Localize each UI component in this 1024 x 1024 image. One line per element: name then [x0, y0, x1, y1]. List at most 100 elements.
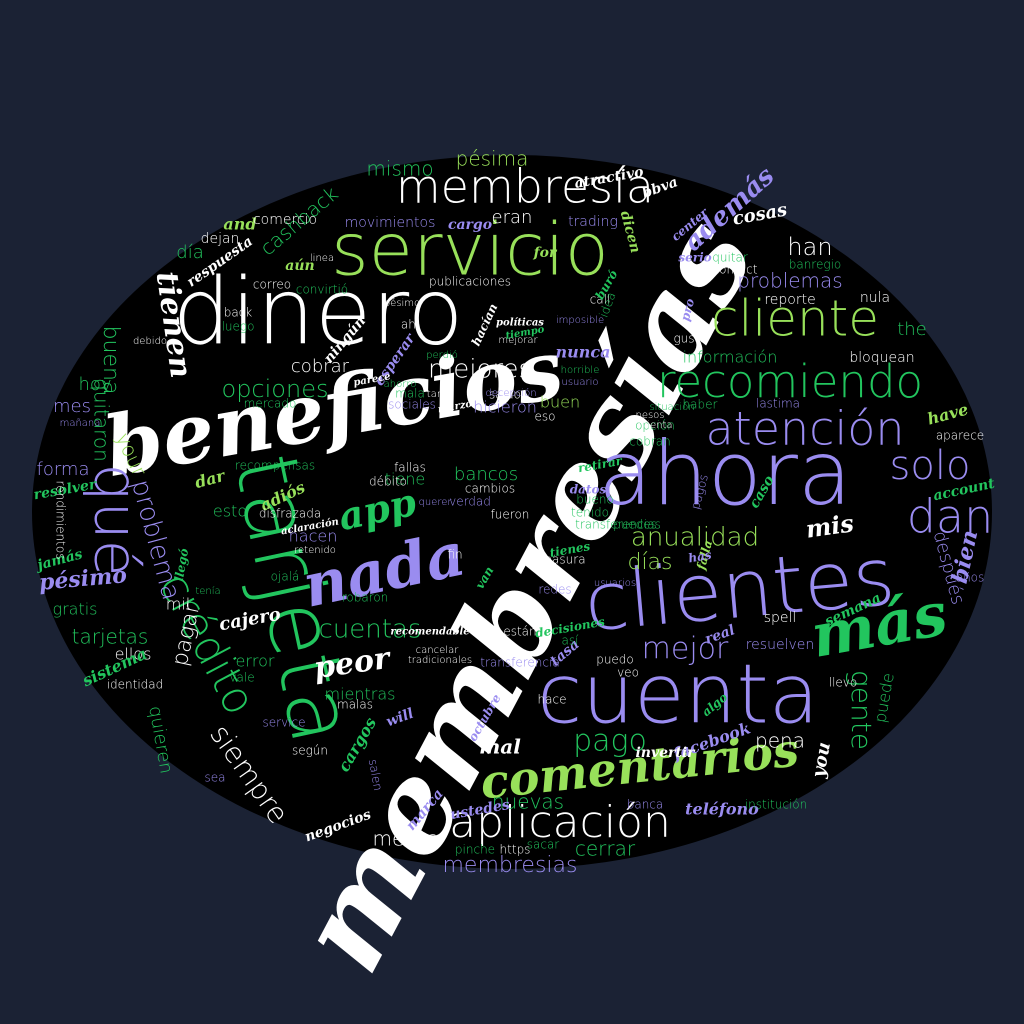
word: mal — [479, 735, 521, 759]
word: quitaron — [90, 378, 114, 462]
word: mienta — [637, 420, 672, 431]
word: opción — [635, 419, 675, 433]
word: mil — [166, 595, 190, 614]
word: información — [683, 348, 778, 367]
word: opciones — [222, 375, 329, 403]
word: comercio — [253, 212, 317, 228]
word: datos — [570, 483, 607, 497]
word: bloquean — [849, 350, 914, 366]
word: resuelven — [746, 637, 815, 653]
word: rendimientos — [54, 481, 68, 560]
word: fueron — [491, 508, 530, 522]
word: nula — [860, 290, 890, 306]
word: meses — [373, 827, 438, 851]
word: mejorar — [498, 335, 538, 346]
word: cancelar — [416, 645, 460, 656]
word: nunca — [555, 343, 610, 362]
word: buena — [98, 326, 123, 395]
word: tradicionales — [408, 655, 472, 666]
word: tanto — [427, 389, 453, 400]
word: servicio — [331, 208, 609, 292]
word: tenía — [195, 585, 220, 597]
word: mis — [804, 508, 856, 543]
word: basura — [544, 553, 585, 567]
word: mientras — [324, 685, 395, 704]
word: horrible — [561, 365, 600, 376]
word: tiene — [385, 470, 426, 489]
word: forma — [37, 459, 90, 480]
word: debido — [133, 336, 167, 347]
word: pesos — [635, 410, 664, 421]
word: cobran — [629, 435, 670, 449]
word: ahí — [401, 318, 420, 332]
word: for — [533, 245, 558, 261]
word: puedes — [613, 518, 657, 532]
cloud-ellipse — [32, 155, 992, 869]
word: qué — [81, 463, 151, 576]
word: recomendable — [390, 627, 469, 638]
word: cargo — [448, 217, 492, 233]
word: buen — [540, 393, 580, 412]
word: aún — [285, 258, 314, 274]
word: sea — [205, 771, 226, 785]
word: hacen — [289, 527, 338, 546]
word: sociales — [388, 398, 436, 412]
word: membresía — [396, 160, 654, 214]
word: quitar — [712, 251, 748, 265]
word: pago — [573, 724, 647, 759]
word: malas — [337, 698, 373, 712]
word: serio — [678, 251, 711, 265]
word: según — [292, 744, 328, 758]
word: situación — [649, 401, 694, 413]
word: pésimo — [384, 297, 420, 309]
word: atención — [705, 402, 904, 456]
word: invertir — [635, 745, 696, 761]
word: sacar — [527, 838, 560, 852]
word: cuentas — [319, 615, 422, 645]
word: cuenta — [537, 648, 819, 743]
word: institución — [745, 798, 807, 812]
word: mala — [395, 387, 425, 401]
word: convirtió — [296, 283, 348, 297]
word: cobrar — [291, 356, 350, 377]
word: mejores — [428, 355, 532, 385]
word: dinero — [173, 259, 464, 366]
word: membresias — [443, 853, 578, 878]
word: retenido — [294, 545, 336, 556]
word: linea — [310, 253, 334, 264]
word: error — [235, 652, 274, 671]
word: gratis — [52, 600, 97, 619]
word: disfrazada — [259, 507, 321, 521]
word: anualidad — [631, 523, 759, 553]
word: día — [176, 242, 203, 263]
word: pinche — [455, 843, 495, 857]
word: solo — [890, 443, 971, 489]
word: dan — [907, 490, 994, 544]
word: débito — [369, 475, 407, 489]
word: salen — [366, 758, 385, 792]
word: fallas — [394, 461, 426, 475]
word: luego — [222, 320, 255, 334]
word: verdad — [449, 495, 491, 509]
word: veo — [617, 666, 639, 680]
word: aplicación — [449, 797, 671, 848]
word: tarjetas — [72, 625, 149, 649]
word: usuario — [561, 377, 598, 388]
word: fin — [447, 548, 462, 562]
word: mañana — [60, 418, 101, 429]
word: haber — [683, 398, 718, 412]
word: usuarios — [594, 578, 636, 589]
word: recompensas — [235, 459, 315, 473]
word: están — [503, 625, 536, 639]
word: bueno — [576, 493, 614, 507]
word: correo — [253, 278, 291, 292]
word: cliente — [711, 290, 879, 348]
word: trading — [568, 214, 618, 230]
word: gusto — [673, 332, 706, 346]
word: publicaciones — [429, 275, 511, 289]
word: pésima — [456, 147, 529, 171]
word: nuevas — [492, 790, 564, 814]
word: imposible — [556, 315, 604, 326]
word: días — [627, 550, 672, 575]
